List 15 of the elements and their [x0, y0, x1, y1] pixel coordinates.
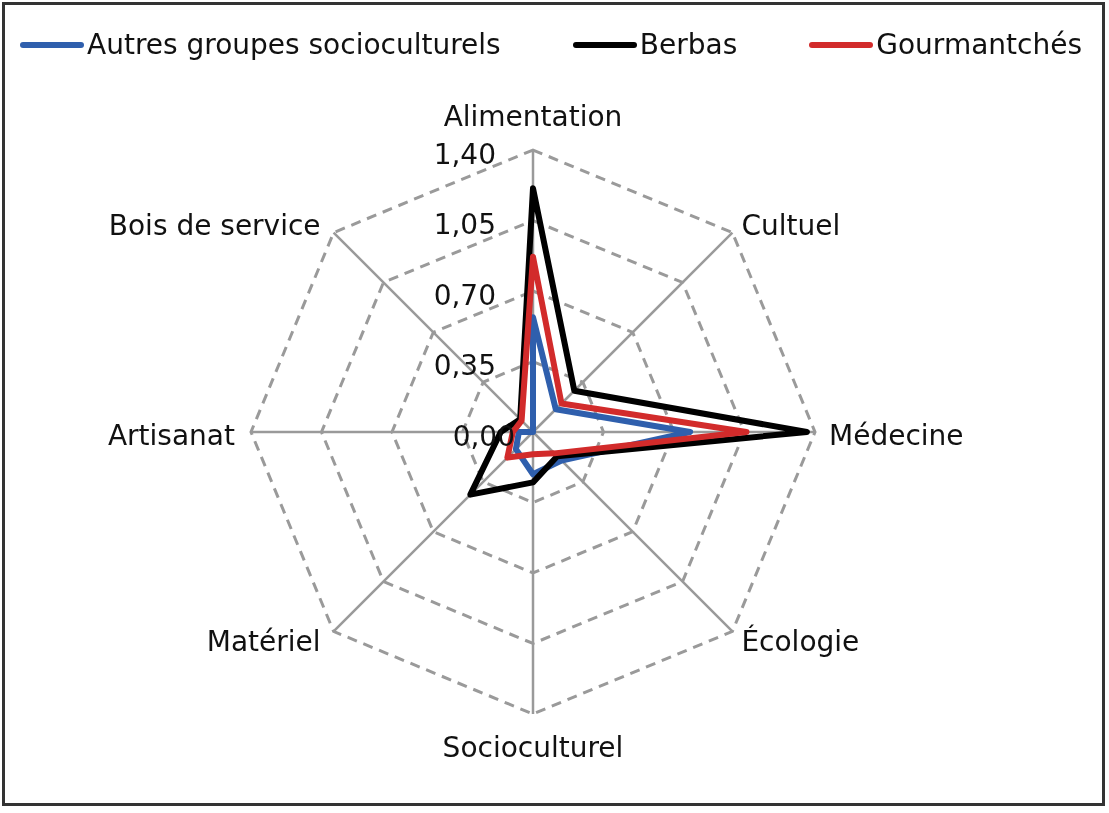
legend-label: Autres groupes socioculturels: [87, 28, 501, 61]
legend-label: Gourmantchés: [876, 28, 1082, 61]
spoke-label: Médecine: [829, 418, 964, 452]
spoke-label: Écologie: [741, 623, 860, 658]
spoke-label: Socioculturel: [442, 730, 624, 764]
y-tick-label: 0,70: [433, 278, 496, 312]
spoke-label: Alimentation: [443, 100, 623, 133]
y-tick-label: 1,05: [433, 208, 496, 241]
y-tick-label: 0,35: [433, 349, 496, 382]
spoke-label: Cultuel: [741, 209, 841, 243]
y-tick-label: 1,40: [433, 137, 496, 171]
spoke-label: Bois de service: [108, 209, 321, 243]
spoke-label: Artisanat: [107, 418, 236, 452]
legend-label: Berbas: [639, 28, 738, 61]
spoke-label: Matériel: [206, 624, 321, 658]
